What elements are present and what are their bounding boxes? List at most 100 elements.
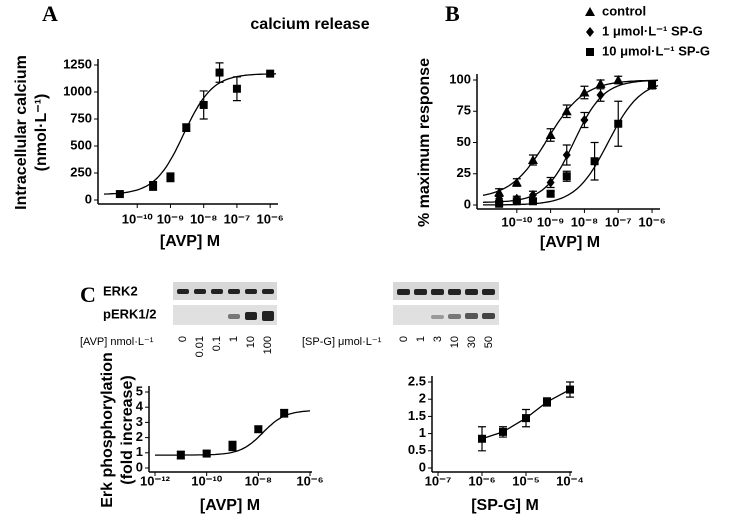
data-point [590, 157, 599, 166]
y-tick-label: 2.5 [408, 373, 426, 388]
data-point [522, 414, 530, 423]
y-tick-label: 250 [70, 164, 92, 179]
lane-label: 10 [245, 336, 257, 348]
panel-label: A [42, 1, 58, 26]
data-point [182, 123, 191, 132]
data-point [561, 106, 572, 116]
legend-marker [586, 27, 594, 37]
data-point [527, 155, 538, 164]
data-point [176, 451, 185, 460]
data-point [280, 409, 289, 418]
chart-title: calcium release [250, 16, 369, 33]
x-tick-label: 10⁻⁶ [638, 214, 665, 229]
data-point [512, 197, 521, 206]
x-axis-label: [AVP] M [200, 497, 260, 514]
y-axis-label: (fold increase) [119, 375, 136, 484]
data-point [546, 177, 555, 188]
x-axis-label: [AVP] M [540, 234, 600, 251]
y-axis-label: Intracellular calcium [13, 55, 30, 210]
x-tick-label: 10⁻⁵ [512, 473, 539, 488]
lane-label: 10 [449, 336, 461, 348]
panel-label: B [445, 1, 460, 26]
lane-label: 0 [398, 336, 410, 342]
data-point [228, 441, 237, 450]
y-tick-label: 25 [457, 165, 471, 180]
lane-label: 1 [415, 336, 427, 342]
data-point [614, 119, 623, 128]
y-tick-label: 0 [85, 191, 92, 206]
data-point [566, 385, 574, 394]
data-point [215, 68, 224, 77]
blot-group-label: [AVP] nmol·L⁻¹ [80, 336, 154, 348]
fit-curve [482, 79, 658, 196]
blot-strip [173, 305, 277, 325]
data-point [149, 181, 158, 190]
x-tick-label: 10⁻⁹ [537, 214, 565, 229]
fit-curve [483, 84, 659, 206]
y-tick-label: 1250 [63, 56, 92, 71]
lane-label: 50 [483, 336, 495, 348]
blot-row-label: pERK1/2 [103, 306, 156, 321]
x-tick-label: 10⁻⁷ [605, 214, 632, 229]
y-tick-label: 1.5 [408, 408, 426, 423]
x-tick-label: 10⁻¹⁰ [122, 211, 154, 226]
blots [173, 282, 499, 325]
x-tick-label: 10⁻¹⁰ [191, 473, 223, 488]
data-point [232, 84, 241, 93]
data-point [579, 87, 590, 97]
fit-curve [103, 73, 277, 195]
x-axis-label: [SP-G] M [471, 497, 539, 514]
x-tick-label: 10⁻¹² [140, 473, 171, 488]
data-point [562, 150, 571, 160]
y-tick-label: 3 [136, 414, 143, 429]
data-point [542, 397, 551, 406]
y-tick-label: 5 [136, 383, 143, 398]
x-tick-label: 10⁻⁶ [296, 473, 323, 488]
data-point [202, 449, 211, 458]
y-tick-label: 750 [70, 110, 92, 125]
y-axis-label: (nmol·L⁻¹) [33, 94, 50, 172]
y-tick-label: 2 [419, 391, 426, 406]
blot-row-label: ERK2 [103, 283, 138, 298]
data-point [648, 81, 657, 89]
data-point [546, 189, 555, 198]
legend-label: 10 μmol·L⁻¹ SP-G [602, 43, 710, 58]
x-tick-label: 10⁻⁸ [571, 214, 598, 229]
x-tick-label: 10⁻¹⁰ [501, 214, 533, 229]
y-tick-label: 500 [70, 137, 92, 152]
y-tick-label: 75 [457, 103, 471, 118]
data-point [580, 115, 589, 125]
blot-strip [393, 305, 499, 325]
y-tick-label: 1 [136, 444, 143, 459]
x-tick-label: 10⁻⁴ [556, 473, 584, 488]
data-point [199, 100, 208, 109]
x-tick-label: 10⁻⁶ [468, 473, 495, 488]
lane-label: 100 [262, 336, 274, 354]
data-point [166, 173, 175, 182]
y-tick-label: 2 [136, 429, 143, 444]
data-point [545, 130, 556, 139]
data-point [511, 177, 522, 187]
legend-label: 1 μmol·L⁻¹ SP-G [602, 23, 703, 38]
x-tick-label: 10⁻⁸ [190, 211, 217, 226]
data-point [254, 425, 263, 434]
data-point [495, 199, 504, 208]
x-tick-label: 10⁻⁸ [245, 473, 272, 488]
x-tick-label: 10⁻⁶ [256, 211, 283, 226]
data-point [115, 190, 124, 199]
y-tick-label: 0 [464, 196, 471, 211]
lane-label: 0 [177, 336, 189, 342]
y-axis-label: % maximum response [416, 58, 433, 227]
lane-label: 1 [228, 336, 240, 342]
legend-marker [586, 48, 594, 56]
y-tick-label: 0.5 [408, 442, 426, 457]
y-tick-label: 0 [136, 459, 143, 474]
data-point [494, 187, 505, 197]
y-tick-label: 100 [449, 71, 471, 86]
y-tick-label: 0 [419, 459, 426, 474]
lane-label: 0.01 [194, 336, 206, 357]
data-point [478, 434, 486, 443]
legend-marker [585, 7, 595, 16]
lane-label: 3 [432, 336, 444, 342]
data-point [596, 90, 605, 100]
